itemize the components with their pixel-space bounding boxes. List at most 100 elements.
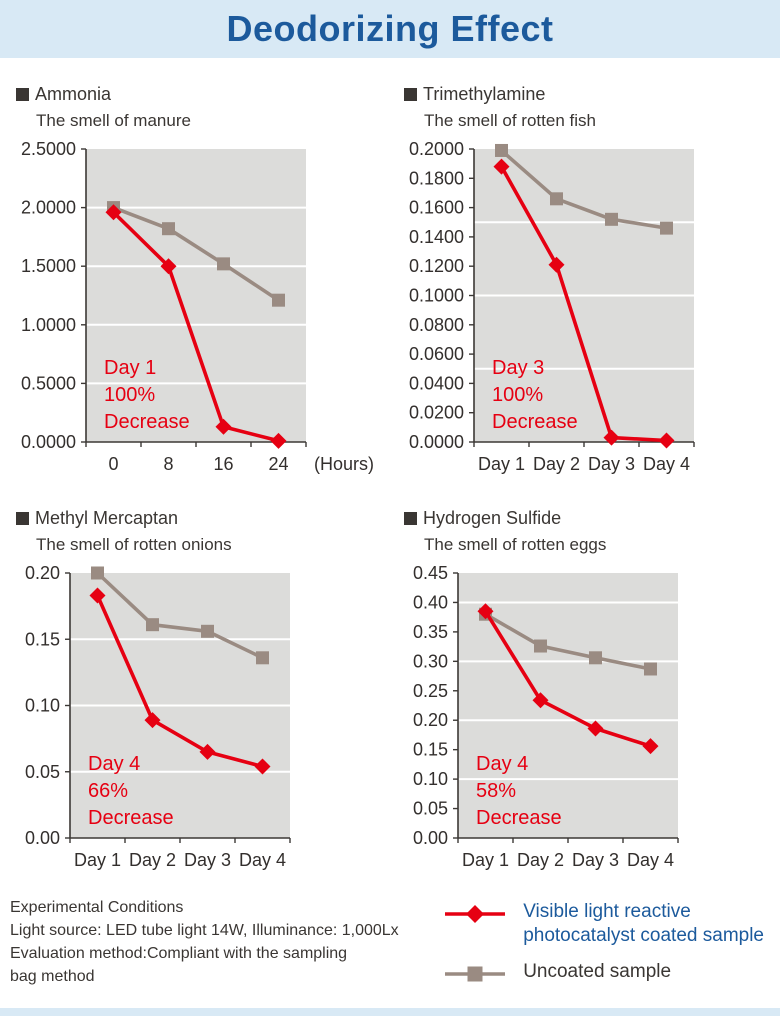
chart-title: Trimethylamine: [423, 84, 546, 104]
svg-text:(Hours): (Hours): [314, 454, 374, 474]
svg-text:1.5000: 1.5000: [21, 256, 76, 276]
conditions-line: Experimental Conditions: [10, 899, 184, 916]
svg-text:0.0200: 0.0200: [409, 403, 464, 423]
svg-text:Day 1: Day 1: [478, 454, 525, 474]
chart-subtitle: The smell of manure: [36, 111, 191, 130]
svg-text:0.15: 0.15: [413, 740, 448, 760]
hydrogen-sulfide-line-chart: 0.45 0.40 0.35 0.30 0.25 0.20 0.15 0.10 0.05 0.00…: [413, 563, 679, 870]
section-square-icon: [16, 88, 29, 101]
svg-text:0.0600: 0.0600: [409, 344, 464, 364]
svg-text:0.10: 0.10: [25, 696, 60, 716]
chart-subtitle: The smell of rotten fish: [424, 111, 596, 130]
svg-text:0.45: 0.45: [413, 563, 448, 583]
svg-text:0.40: 0.40: [413, 592, 448, 612]
chart-heading: Methyl Mercaptan: [16, 508, 390, 529]
svg-text:0.05: 0.05: [25, 762, 60, 782]
chart-heading: Hydrogen Sulfide: [404, 508, 778, 529]
svg-text:0.00: 0.00: [413, 828, 448, 848]
footer: Experimental Conditions Light source: LE…: [0, 880, 780, 996]
svg-text:Day 4: Day 4: [627, 850, 674, 870]
svg-text:0.2000: 0.2000: [409, 139, 464, 159]
svg-text:Day 4: Day 4: [239, 850, 286, 870]
svg-text:0.25: 0.25: [413, 681, 448, 701]
experimental-conditions: Experimental Conditions Light source: LE…: [10, 896, 399, 996]
svg-text:0.0400: 0.0400: [409, 373, 464, 393]
svg-text:0.10: 0.10: [413, 769, 448, 789]
methyl-mercaptan-line-chart: 0.20 0.15 0.10 0.05 0.00 Day 1 Day 2 Day 3 Day 4…: [25, 563, 291, 870]
chart-hydrogen-sulfide-section: Hydrogen Sulfide The smell of rotten egg…: [390, 508, 778, 880]
svg-text:2.5000: 2.5000: [21, 139, 76, 159]
coated-diamond-marker-icon: [443, 900, 507, 924]
chart-title: Ammonia: [35, 84, 112, 104]
svg-text:0.30: 0.30: [413, 651, 448, 671]
trimethylamine-line-chart: 0.2000 0.1800 0.1600 0.1400 0.1200 0.1000 0.08…: [409, 139, 695, 474]
legend-uncoated-label: Uncoated sample: [523, 961, 672, 982]
svg-text:Day 4: Day 4: [88, 753, 140, 775]
chart-subtitle: The smell of rotten eggs: [424, 535, 607, 554]
svg-text:0.20: 0.20: [25, 563, 60, 583]
svg-text:1.0000: 1.0000: [21, 315, 76, 335]
svg-text:0.1000: 0.1000: [409, 286, 464, 306]
chart-ammonia-section: Ammonia The smell of manure 2.5000 2.0000…: [2, 84, 390, 484]
svg-text:Day 2: Day 2: [129, 850, 176, 870]
page-header: Deodorizing Effect: [0, 0, 780, 58]
svg-text:8: 8: [163, 454, 173, 474]
svg-text:0: 0: [108, 454, 118, 474]
svg-text:100%: 100%: [104, 384, 155, 406]
svg-text:0.05: 0.05: [413, 799, 448, 819]
svg-text:0.20: 0.20: [413, 710, 448, 730]
svg-text:Day 3: Day 3: [588, 454, 635, 474]
svg-text:Day 1: Day 1: [74, 850, 121, 870]
section-square-icon: [16, 512, 29, 525]
chart-title: Methyl Mercaptan: [35, 508, 179, 528]
section-square-icon: [404, 512, 417, 525]
svg-text:Day 3: Day 3: [572, 850, 619, 870]
svg-text:0.1200: 0.1200: [409, 256, 464, 276]
charts-grid: Ammonia The smell of manure 2.5000 2.0000…: [0, 58, 780, 880]
svg-text:0.0000: 0.0000: [21, 432, 76, 452]
svg-text:Day 2: Day 2: [533, 454, 580, 474]
uncoated-square-marker-icon: [443, 960, 507, 984]
conditions-line: bag method: [10, 968, 95, 985]
chart-trimethylamine-section: Trimethylamine The smell of rotten fish …: [390, 84, 778, 484]
svg-text:0.1800: 0.1800: [409, 168, 464, 188]
chart-methyl-mercaptan-section: Methyl Mercaptan The smell of rotten oni…: [2, 508, 390, 880]
svg-text:0.15: 0.15: [25, 629, 60, 649]
svg-text:58%: 58%: [476, 780, 516, 802]
page-title: Deodorizing Effect: [226, 8, 554, 49]
chart-heading: Trimethylamine: [404, 84, 778, 105]
svg-text:0.1600: 0.1600: [409, 198, 464, 218]
legend-coated-item: Visible light reactive photocatalyst coa…: [443, 900, 764, 948]
svg-text:Decrease: Decrease: [104, 411, 190, 433]
svg-text:Day 3: Day 3: [184, 850, 231, 870]
ammonia-line-chart: 2.5000 2.0000 1.5000 1.0000 0.5000 0.0000 0 8 16…: [21, 139, 374, 474]
svg-text:Day 3: Day 3: [492, 357, 544, 379]
svg-text:100%: 100%: [492, 384, 543, 406]
svg-text:Day 4: Day 4: [476, 753, 528, 775]
svg-text:0.0000: 0.0000: [409, 432, 464, 452]
svg-text:0.00: 0.00: [25, 828, 60, 848]
svg-text:66%: 66%: [88, 780, 128, 802]
svg-text:0.35: 0.35: [413, 622, 448, 642]
svg-text:Day 2: Day 2: [517, 850, 564, 870]
svg-text:Decrease: Decrease: [88, 807, 174, 829]
legend: Visible light reactive photocatalyst coa…: [443, 896, 768, 996]
chart-subtitle: The smell of rotten onions: [36, 535, 232, 554]
svg-text:16: 16: [213, 454, 233, 474]
chart-title: Hydrogen Sulfide: [423, 508, 562, 528]
svg-text:0.5000: 0.5000: [21, 373, 76, 393]
bottom-accent-bar: [0, 1008, 780, 1016]
svg-text:2.0000: 2.0000: [21, 198, 76, 218]
svg-text:0.1400: 0.1400: [409, 227, 464, 247]
conditions-line: Evaluation method:Compliant with the sam…: [10, 945, 348, 962]
chart-heading: Ammonia: [16, 84, 390, 105]
svg-text:Decrease: Decrease: [476, 807, 562, 829]
svg-text:Day 4: Day 4: [643, 454, 690, 474]
legend-coated-label: Visible light reactive photocatalyst coa…: [523, 901, 764, 946]
svg-text:Day 1: Day 1: [104, 357, 156, 379]
svg-text:24: 24: [268, 454, 288, 474]
legend-uncoated-item: Uncoated sample: [443, 960, 764, 984]
svg-text:0.0800: 0.0800: [409, 315, 464, 335]
conditions-line: Light source: LED tube light 14W, Illumi…: [10, 922, 399, 939]
svg-text:Day 1: Day 1: [462, 850, 509, 870]
